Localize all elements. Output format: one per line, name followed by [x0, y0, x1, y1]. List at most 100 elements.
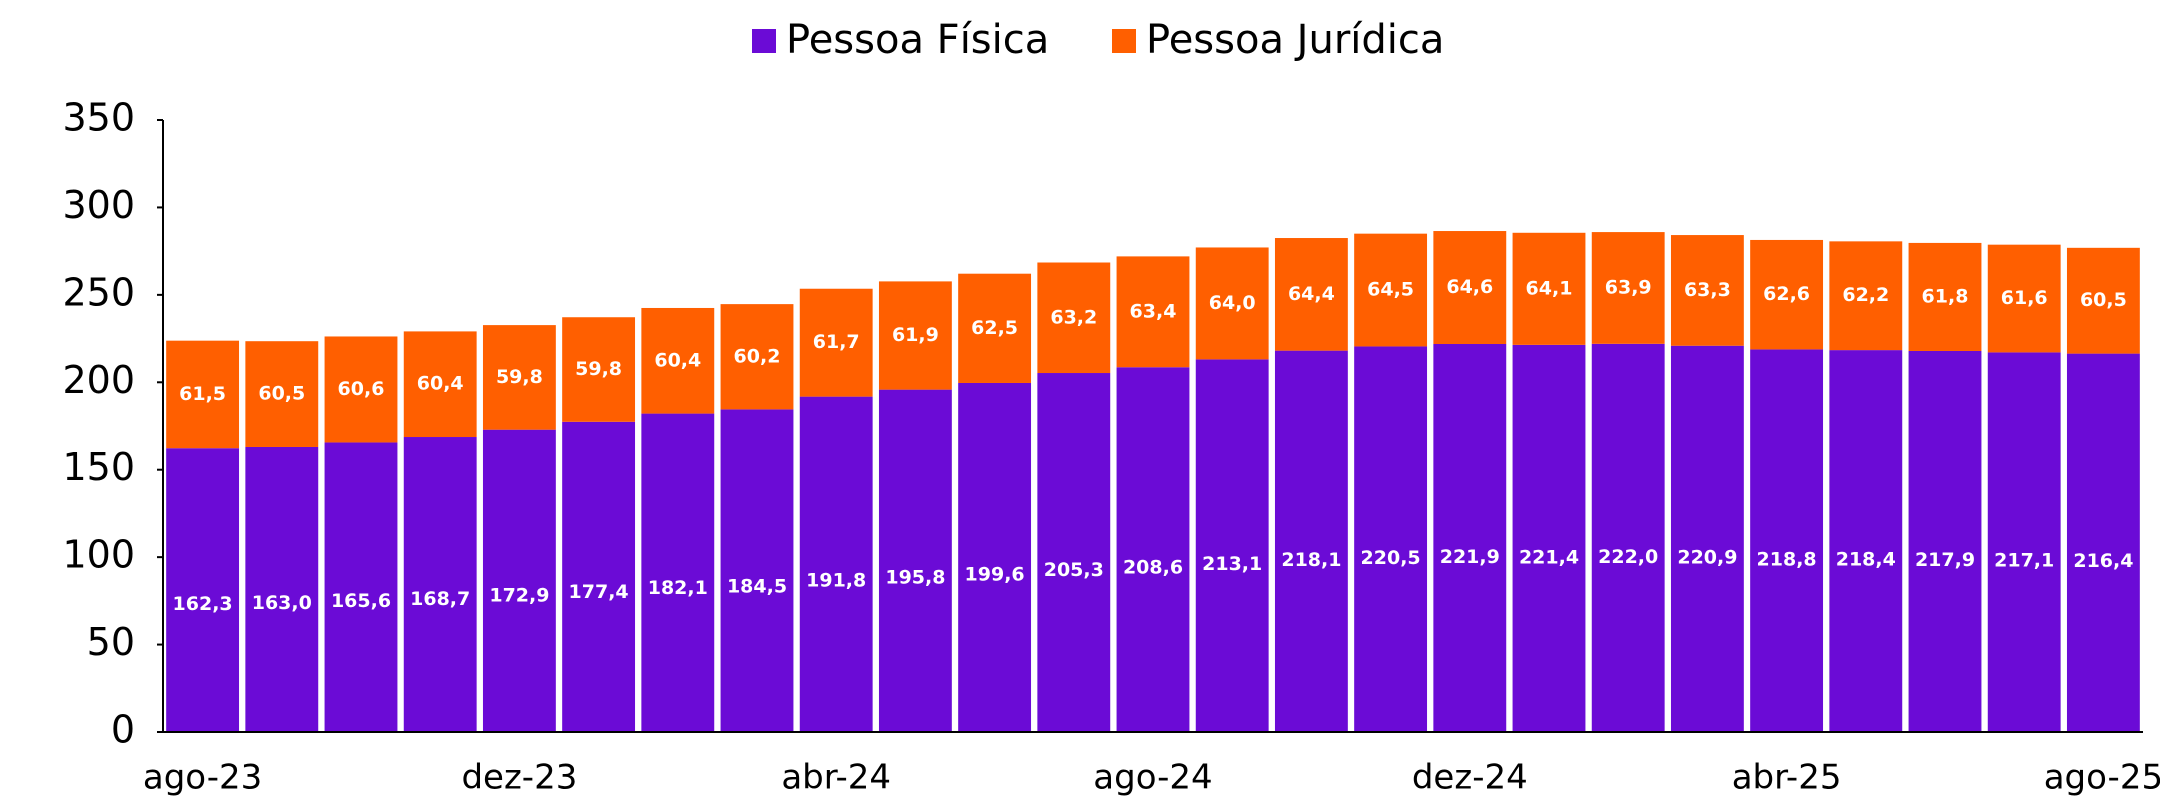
value-label: 182,1	[648, 577, 708, 599]
value-label: 61,8	[1922, 285, 1969, 307]
value-label: 216,4	[2073, 550, 2133, 572]
x-tick-label: abr-25	[1732, 758, 1842, 796]
bar-segment	[1116, 256, 1190, 368]
value-label: 165,6	[331, 590, 391, 612]
bar-segment	[403, 437, 477, 732]
value-label: 64,0	[1209, 292, 1256, 314]
value-label: 59,8	[575, 358, 622, 380]
value-label: 177,4	[569, 581, 629, 603]
value-label: 172,9	[489, 584, 549, 606]
value-label: 63,3	[1684, 279, 1731, 301]
bar-segment	[720, 304, 794, 410]
bar-segment	[878, 281, 952, 390]
value-label: 184,5	[727, 575, 787, 597]
value-label: 205,3	[1044, 559, 1104, 581]
bar-segment	[1829, 350, 1903, 732]
bar-segment	[2066, 353, 2140, 732]
bar-segment	[1987, 244, 2061, 353]
value-label: 60,6	[338, 378, 385, 400]
value-label: 60,4	[417, 373, 464, 395]
y-tick-label: 50	[87, 620, 135, 664]
value-label: 64,1	[1526, 277, 1573, 299]
x-tick-label: dez-23	[461, 758, 577, 796]
y-tick-label: 100	[62, 533, 135, 577]
value-label: 63,4	[1130, 300, 1177, 322]
x-tick-label: abr-24	[781, 758, 891, 796]
value-label: 61,5	[179, 383, 226, 405]
x-tick-label: ago-25	[2044, 758, 2160, 796]
value-label: 162,3	[173, 593, 233, 615]
y-tick-label: 300	[62, 183, 135, 227]
value-label: 208,6	[1123, 556, 1183, 578]
value-label: 220,9	[1677, 547, 1737, 569]
bar-segment	[1433, 343, 1507, 732]
value-label: 61,6	[2001, 287, 2048, 309]
value-label: 218,8	[1757, 548, 1817, 570]
value-label: 62,2	[1842, 284, 1889, 306]
bar-segment	[1195, 247, 1269, 360]
value-label: 191,8	[806, 570, 866, 592]
value-label: 168,7	[410, 588, 470, 610]
bar-segment	[403, 331, 477, 438]
bar-segment	[1908, 350, 1982, 732]
bar-segment	[1354, 233, 1428, 347]
bar-segment	[1037, 373, 1111, 732]
bar-segment	[878, 389, 952, 732]
value-label: 64,4	[1288, 283, 1335, 305]
bar-segment	[324, 442, 398, 732]
legend-swatch	[1112, 29, 1136, 53]
value-label: 220,5	[1361, 547, 1421, 569]
y-tick-label: 0	[111, 708, 135, 752]
bar-segment	[720, 409, 794, 732]
value-label: 63,2	[1050, 306, 1097, 328]
legend-label: Pessoa Física	[786, 17, 1049, 63]
legend-label: Pessoa Jurídica	[1146, 17, 1444, 63]
bar-segment	[799, 288, 873, 397]
value-label: 62,5	[971, 317, 1018, 339]
value-label: 64,6	[1446, 276, 1493, 298]
bar-segment	[1512, 232, 1586, 345]
value-label: 217,1	[1994, 550, 2054, 572]
value-label: 218,4	[1836, 549, 1896, 571]
bar-segment	[482, 325, 556, 430]
bar-segment	[1829, 241, 1903, 351]
value-label: 64,5	[1367, 279, 1414, 301]
bar-segment	[1670, 235, 1744, 346]
bar-segment	[1908, 242, 1982, 351]
y-tick-label: 250	[62, 270, 135, 314]
value-label: 60,2	[734, 345, 781, 367]
bar-segment	[641, 413, 715, 732]
bar-segment	[245, 446, 319, 732]
bar-segment	[1195, 359, 1269, 732]
bar-segment	[1354, 346, 1428, 732]
bar-segment	[482, 429, 556, 732]
bar-segment	[1274, 350, 1348, 732]
value-label: 60,5	[2080, 289, 2127, 311]
value-label: 62,6	[1763, 283, 1810, 305]
value-label: 195,8	[885, 566, 945, 588]
bar-segment	[1433, 231, 1507, 344]
legend-swatch	[752, 29, 776, 53]
bar-segment	[1750, 349, 1824, 732]
value-label: 61,9	[892, 324, 939, 346]
bar-segment	[245, 341, 319, 447]
value-label: 59,8	[496, 366, 543, 388]
bar-segment	[166, 340, 240, 449]
bar-segment	[1116, 367, 1190, 732]
value-label: 221,4	[1519, 546, 1579, 568]
value-label: 199,6	[965, 563, 1025, 585]
bar-segment	[1987, 352, 2061, 732]
bar-segment	[2066, 247, 2140, 354]
bar-segment	[562, 421, 636, 732]
x-tick-label: ago-24	[1093, 758, 1212, 796]
bar-segment	[562, 317, 636, 422]
bar-segment	[1591, 232, 1665, 344]
bar-segment	[958, 273, 1032, 383]
bar-segment	[1274, 238, 1348, 351]
value-label: 60,4	[654, 349, 701, 371]
y-tick-label: 150	[62, 445, 135, 489]
x-tick-label: dez-24	[1412, 758, 1528, 796]
x-tick-label: ago-23	[143, 758, 262, 796]
value-label: 163,0	[252, 592, 312, 614]
